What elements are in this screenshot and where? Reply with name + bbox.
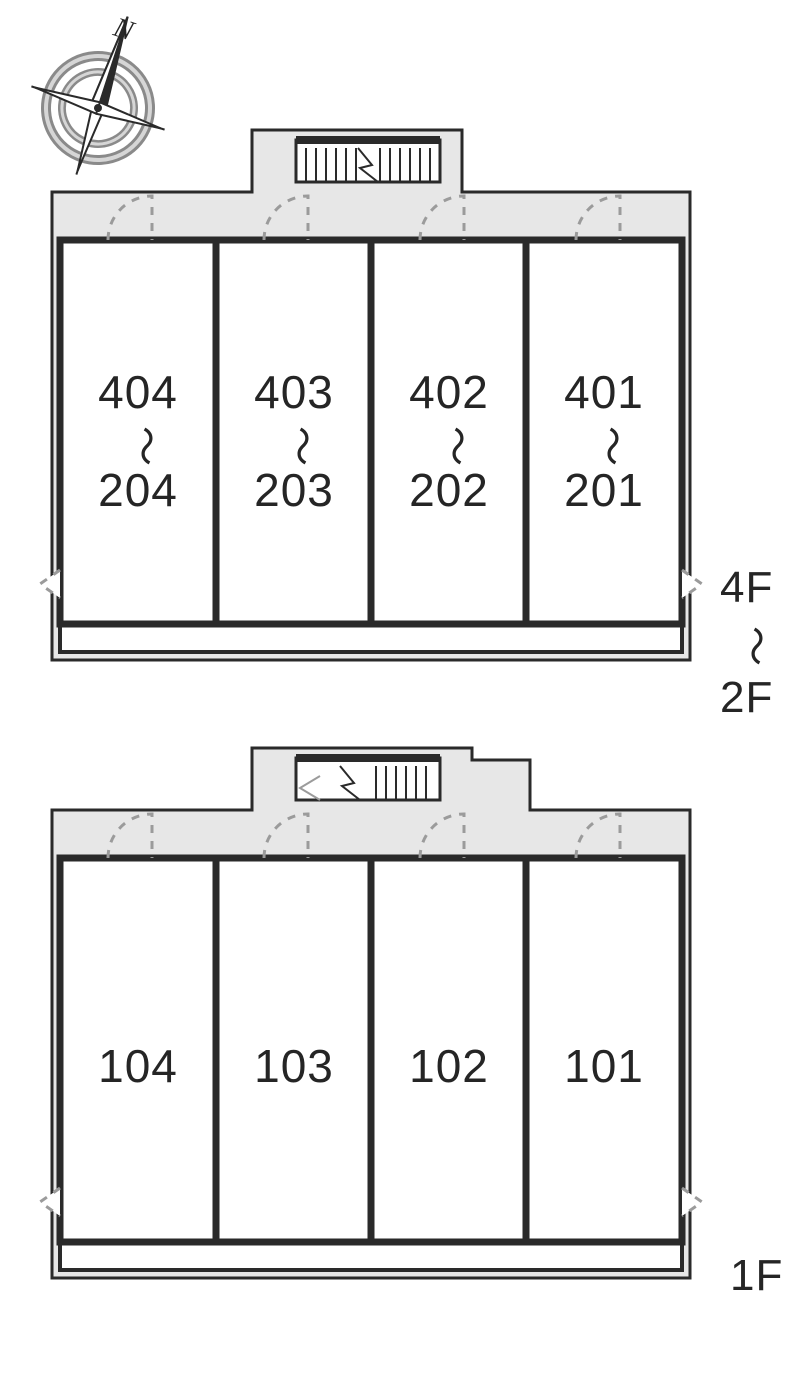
room-102: 102 <box>409 1040 489 1092</box>
compass-n-label: N <box>109 12 139 48</box>
svg-text:〜: 〜 <box>123 426 167 466</box>
room-401: 401 <box>564 366 644 418</box>
upper-floor-label: 4F 〜 2F <box>720 563 777 722</box>
svg-text:2F: 2F <box>720 673 773 722</box>
room-204: 204 <box>98 464 178 516</box>
lower-floor-label: 1F <box>730 1251 783 1300</box>
room-404: 404 <box>98 366 178 418</box>
room-103: 103 <box>254 1040 334 1092</box>
lower-stairs <box>296 754 440 800</box>
upper-balcony <box>60 624 682 652</box>
room-402: 402 <box>409 366 489 418</box>
svg-text:〜: 〜 <box>733 626 777 666</box>
lower-balcony <box>60 1242 682 1270</box>
room-202: 202 <box>409 464 489 516</box>
room-101: 101 <box>564 1040 644 1092</box>
svg-text:〜: 〜 <box>279 426 323 466</box>
lower-plan: 104 103 102 101 <box>40 748 702 1278</box>
svg-text:〜: 〜 <box>434 426 478 466</box>
upper-stairs <box>296 136 440 182</box>
room-104: 104 <box>98 1040 178 1092</box>
room-403: 403 <box>254 366 334 418</box>
room-203: 203 <box>254 464 334 516</box>
svg-text:〜: 〜 <box>589 426 633 466</box>
compass: N <box>10 0 195 196</box>
room-201: 201 <box>564 464 644 516</box>
svg-text:4F: 4F <box>720 563 773 612</box>
floorplan-diagram: N <box>0 0 800 1373</box>
upper-plan: 404 〜 204 403 〜 203 402 〜 202 401 〜 201 <box>40 130 702 660</box>
